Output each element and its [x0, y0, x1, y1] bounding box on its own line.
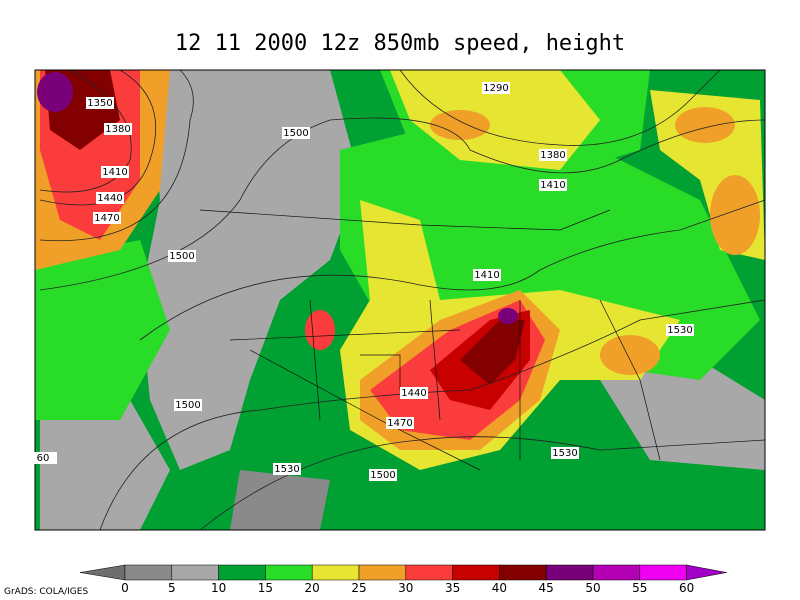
- contour-label-bg: [86, 97, 114, 109]
- contour-label-bg: [666, 324, 694, 336]
- contour-label-bg: [539, 179, 567, 191]
- contour-label: 1440: [97, 193, 122, 204]
- colorbar-arrow-high: [686, 564, 727, 581]
- contour-label-bg: [96, 192, 124, 204]
- height-contour: [99, 299, 766, 531]
- colorbar-segment: [311, 564, 360, 581]
- contour-label: 1410: [540, 180, 565, 191]
- contour-label: 1500: [169, 251, 194, 262]
- colorbar-segment: [452, 564, 500, 581]
- height-contour: [39, 117, 766, 291]
- colorbar-label: 10: [211, 581, 226, 595]
- height-contour: [399, 69, 721, 146]
- contour-label: 1440: [401, 388, 426, 399]
- contour-label: 1500: [175, 400, 200, 411]
- calm-region: [230, 470, 330, 530]
- contour-label: 1530: [552, 448, 577, 459]
- colorbar-segment: [358, 564, 407, 581]
- jet-region: [430, 110, 490, 140]
- colorbar-segment: [592, 564, 641, 581]
- colorbar-segment: [171, 564, 219, 581]
- contour-label-bg: [400, 387, 428, 399]
- colorbar-label: 60: [679, 581, 694, 595]
- contour-label-bg: [101, 166, 129, 178]
- colorbar-label: 55: [632, 581, 647, 595]
- borders: [199, 209, 661, 471]
- colorbar-segment: [405, 564, 453, 581]
- height-contour: [39, 69, 194, 242]
- contour-label: 1470: [94, 213, 119, 224]
- jet-region: [675, 107, 735, 143]
- contour-label-bg: [551, 447, 579, 459]
- colorbar-segment: [639, 564, 687, 581]
- colorbar-label: 45: [539, 581, 554, 595]
- height-contour: [39, 69, 132, 193]
- colorbar-segment: [545, 564, 594, 581]
- contour-label-bg: [273, 463, 301, 475]
- contour-label: 1350: [87, 98, 112, 109]
- contour-label-bg: [168, 250, 196, 262]
- credit: GrADS: COLA/IGES: [4, 587, 88, 597]
- colorbar-label: 15: [258, 581, 273, 595]
- colorbar-arrow-low: [79, 564, 126, 581]
- contour-label: 60: [37, 453, 50, 464]
- jet-region: [460, 320, 525, 385]
- wind-region: [35, 240, 170, 420]
- colorbar-segment: [265, 564, 313, 581]
- height-contour: [139, 199, 766, 341]
- contour-label-bg: [104, 123, 132, 135]
- colorbar-label: 30: [398, 581, 413, 595]
- colorbar-label: 5: [168, 581, 176, 595]
- contour-label-bg: [473, 269, 501, 281]
- contour-label-bg: [369, 469, 397, 481]
- height-contour: [39, 69, 157, 206]
- contour-label: 1500: [283, 128, 308, 139]
- contour-label-bg: [93, 212, 121, 224]
- calm-region: [140, 70, 360, 470]
- contour-label: 1380: [540, 150, 565, 161]
- contour-label-bg: [282, 127, 310, 139]
- jet-region: [710, 175, 760, 255]
- map-frame: [34, 69, 766, 531]
- jet-core: [37, 72, 73, 112]
- colorbar-label: 50: [585, 581, 600, 595]
- contour-label: 1410: [102, 167, 127, 178]
- jet-region: [600, 335, 660, 375]
- map-title: 12 11 2000 12z 850mb speed, height: [175, 31, 625, 56]
- jet-region: [305, 310, 335, 350]
- contour-label: 1380: [105, 124, 130, 135]
- contour-labels: 1350 1380 1410 1440 1470 1500 1290 1380 1410 1500…: [29, 82, 694, 481]
- contour-label: 1500: [370, 470, 395, 481]
- map-field: [34, 69, 766, 531]
- colorbar: 0 5 10 15 20 25 30 35 40 45 50 55 60: [79, 564, 727, 595]
- contour-label-bg: [482, 82, 510, 94]
- colorbar-segment: [499, 564, 547, 581]
- contour-label: 1470: [387, 418, 412, 429]
- colorbar-segment: [124, 564, 173, 581]
- contour-label: 1290: [483, 83, 508, 94]
- colorbar-label: 40: [492, 581, 507, 595]
- colorbar-label: 20: [305, 581, 320, 595]
- calm-region: [40, 400, 170, 530]
- contour-label-bg: [539, 149, 567, 161]
- jet-core: [498, 308, 518, 324]
- colorbar-segment: [218, 564, 266, 581]
- colorbar-label: 0: [121, 581, 129, 595]
- contour-label-bg: [29, 452, 57, 464]
- contour-label: 1410: [474, 270, 499, 281]
- contour-label-bg: [174, 399, 202, 411]
- jet-region: [390, 70, 600, 170]
- colorbar-label: 25: [351, 581, 366, 595]
- contour-label-bg: [386, 417, 414, 429]
- contour-label: 1530: [274, 464, 299, 475]
- colorbar-label: 35: [445, 581, 460, 595]
- contour-label: 1530: [667, 325, 692, 336]
